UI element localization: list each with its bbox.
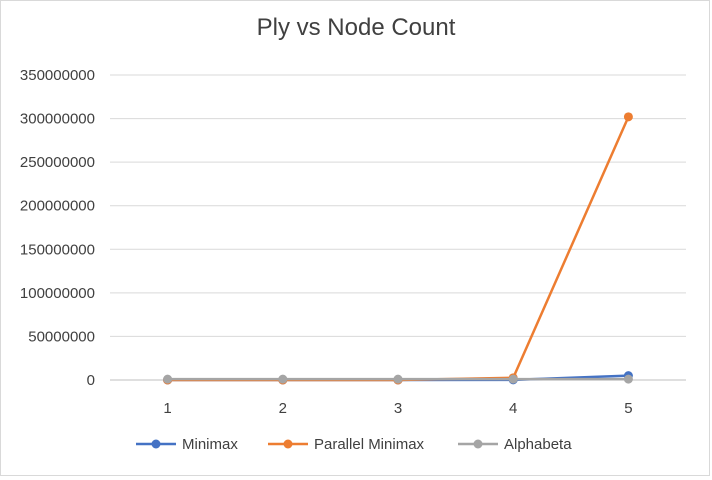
data-point: [393, 374, 403, 384]
legend-item: Minimax: [136, 436, 238, 453]
data-point: [278, 374, 288, 384]
data-point: [508, 374, 518, 384]
x-tick-label: 5: [624, 400, 632, 417]
legend-item: Parallel Minimax: [268, 436, 425, 453]
y-tick-label: 350000000: [20, 67, 95, 84]
series-lines: [163, 112, 633, 385]
data-point: [163, 374, 173, 384]
data-point: [623, 112, 633, 122]
legend-swatch-marker: [151, 439, 161, 449]
x-tick-label: 1: [163, 400, 171, 417]
legend-label: Minimax: [182, 436, 238, 453]
legend-swatch-marker: [473, 439, 483, 449]
x-axis-tick-labels: 1 2 3 4 5: [163, 400, 632, 417]
y-tick-label: 300000000: [20, 111, 95, 128]
legend: Minimax Parallel Minimax Alphabeta: [136, 436, 572, 453]
legend-swatch-marker: [283, 439, 293, 449]
series-line: [167, 116, 630, 382]
x-tick-label: 4: [509, 400, 517, 417]
x-tick-label: 3: [394, 400, 402, 417]
series-alphabeta: [163, 374, 633, 384]
y-tick-label: 100000000: [20, 285, 95, 302]
legend-label: Alphabeta: [504, 436, 572, 453]
legend-label: Parallel Minimax: [314, 436, 425, 453]
data-point: [623, 374, 633, 384]
legend-item: Alphabeta: [458, 436, 572, 453]
y-axis-tick-labels: 0 50000000 100000000 150000000 200000000 2500…: [20, 67, 95, 389]
y-tick-label: 50000000: [28, 328, 95, 345]
y-tick-label: 250000000: [20, 154, 95, 171]
x-tick-label: 2: [279, 400, 287, 417]
y-tick-label: 150000000: [20, 241, 95, 258]
y-tick-label: 0: [87, 372, 95, 389]
series-parallel-minimax: [163, 112, 633, 385]
gridlines: [110, 74, 686, 381]
y-tick-label: 200000000: [20, 198, 95, 215]
chart-title: Ply vs Node Count: [256, 14, 456, 41]
